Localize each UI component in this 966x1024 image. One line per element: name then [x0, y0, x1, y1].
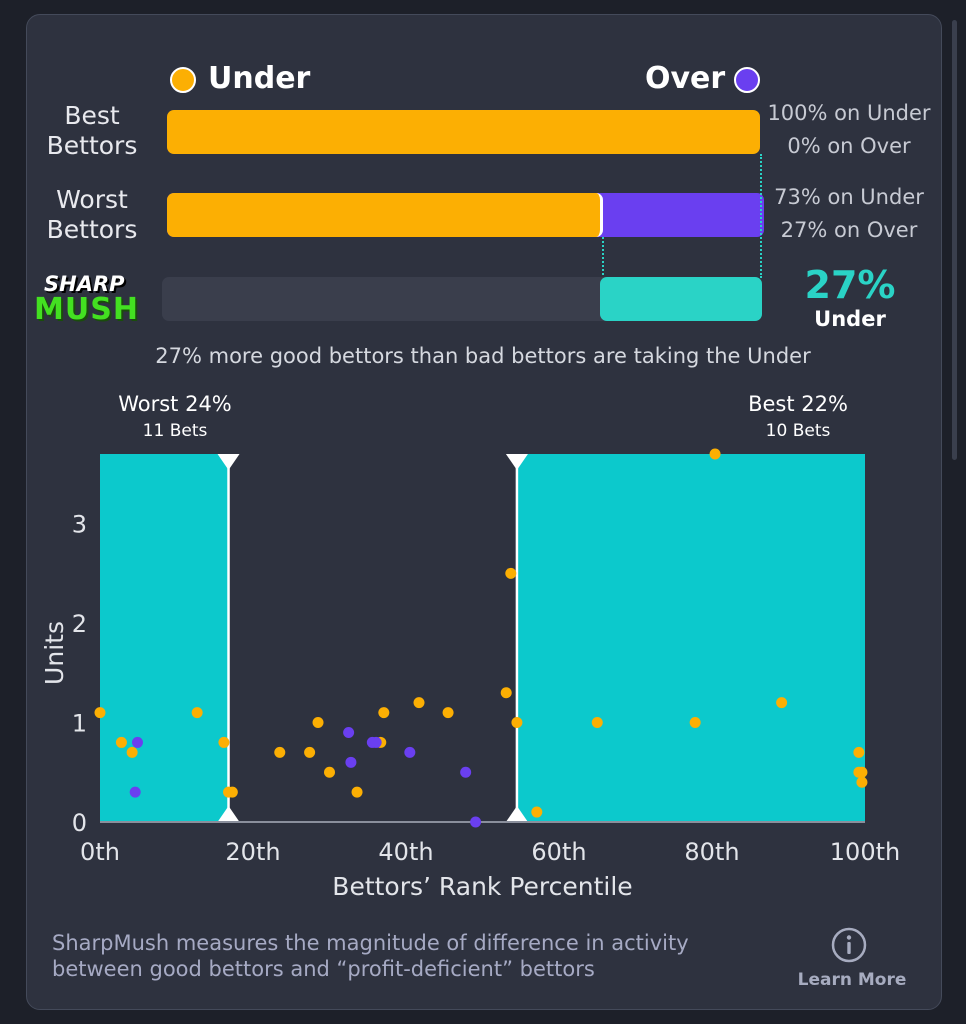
footer-description: SharpMush measures the magnitude of diff… [52, 930, 792, 982]
under-legend-dot [170, 67, 196, 93]
worst-bettors-label: Worst Bettors [40, 185, 144, 245]
scrollbar[interactable] [950, 0, 966, 1024]
y-axis-title: Units [40, 621, 69, 685]
over-point [370, 736, 382, 748]
sharpmush-summary: 27% more good bettors than bad bettors a… [155, 344, 811, 368]
worst-bettors-under-bar [167, 193, 603, 237]
over-point [131, 736, 143, 748]
best-end-connector [760, 154, 762, 278]
learn-more-link[interactable]: Learn More [797, 970, 907, 990]
over-legend-dot [734, 67, 760, 93]
sharpmush-value: 27% [804, 263, 896, 307]
worst-label-line2: Bettors [46, 215, 138, 244]
under-point [856, 766, 868, 778]
under-point [853, 746, 865, 758]
y-tick-label: 1 [72, 710, 87, 738]
under-point [776, 697, 788, 709]
under-point [274, 746, 286, 758]
under-point [226, 786, 238, 798]
worst-zone-count: 11 Bets [142, 421, 208, 441]
footer-line1: SharpMush measures the magnitude of diff… [52, 931, 689, 955]
worst-zone-label: Worst 24% [118, 392, 232, 416]
x-tick-label: 40th [378, 838, 433, 866]
under-point [413, 697, 425, 709]
y-tick-label: 2 [72, 610, 87, 638]
worst-zone [100, 454, 229, 822]
under-point [218, 736, 230, 748]
logo-text-sharp: SHARP [44, 272, 125, 296]
under-legend-label: Under [208, 61, 311, 96]
sharpmush-logo: SHARP MUSH [34, 272, 150, 334]
best-label-line1: Best [64, 101, 120, 130]
over-point [345, 756, 357, 768]
best-bettors-label: Best Bettors [40, 101, 144, 161]
x-tick-label: 80th [684, 838, 739, 866]
logo-text-mush: MUSH [34, 292, 139, 327]
over-point [343, 726, 355, 738]
under-point [304, 746, 316, 758]
footer-line2: between good bettors and “profit-deficie… [52, 957, 595, 981]
under-point [378, 707, 390, 719]
worst-boundary-handle-bottom [217, 806, 240, 822]
over-point [460, 766, 472, 778]
under-point [856, 776, 868, 788]
best-bettors-split: 100% on Under 0% on Over [765, 97, 933, 163]
under-point [115, 736, 127, 748]
under-point [500, 687, 512, 699]
x-axis-title: Bettors’ Rank Percentile [332, 872, 632, 901]
info-icon[interactable] [831, 927, 867, 963]
best-boundary-handle-top [505, 454, 528, 470]
worst-boundary-handle-top [217, 454, 240, 470]
under-point [324, 766, 335, 778]
worst-label-line1: Worst [56, 185, 128, 214]
under-point [689, 717, 701, 729]
worst-split-connector [602, 237, 604, 279]
under-point [511, 717, 523, 729]
under-point [126, 746, 138, 758]
over-point [404, 746, 416, 758]
sharpmush-side: Under [814, 307, 886, 331]
best-under-text: 100% on Under [767, 101, 931, 125]
x-tick-label: 60th [531, 838, 586, 866]
under-point [709, 448, 721, 460]
scrollbar-thumb[interactable] [952, 20, 957, 460]
under-point [312, 717, 324, 729]
over-point [470, 816, 482, 828]
over-legend-label: Over [645, 61, 726, 96]
best-zone [516, 454, 865, 822]
under-point [94, 707, 106, 719]
under-point [505, 567, 517, 579]
x-tick-label: 20th [225, 838, 280, 866]
under-point [442, 707, 454, 719]
worst-bettors-split: 73% on Under 27% on Over [765, 181, 933, 247]
sharpmush-fill [600, 277, 762, 321]
y-tick-label: 3 [72, 511, 87, 539]
best-boundary-handle-bottom [505, 806, 528, 822]
best-zone-count: 10 Bets [765, 421, 831, 441]
x-tick-label: 100th [830, 838, 900, 866]
worst-under-text: 73% on Under [774, 185, 924, 209]
under-point [191, 707, 203, 719]
worst-over-text: 27% on Over [780, 218, 918, 242]
under-point [351, 786, 363, 798]
best-bettors-bar [167, 110, 760, 154]
best-zone-label: Best 22% [748, 392, 848, 416]
y-tick-label: 0 [72, 809, 87, 837]
best-over-text: 0% on Over [787, 134, 911, 158]
under-point [591, 717, 603, 729]
over-point [129, 786, 141, 798]
under-point [531, 806, 543, 818]
x-tick-label: 0th [80, 838, 120, 866]
best-label-line2: Bettors [46, 131, 138, 160]
